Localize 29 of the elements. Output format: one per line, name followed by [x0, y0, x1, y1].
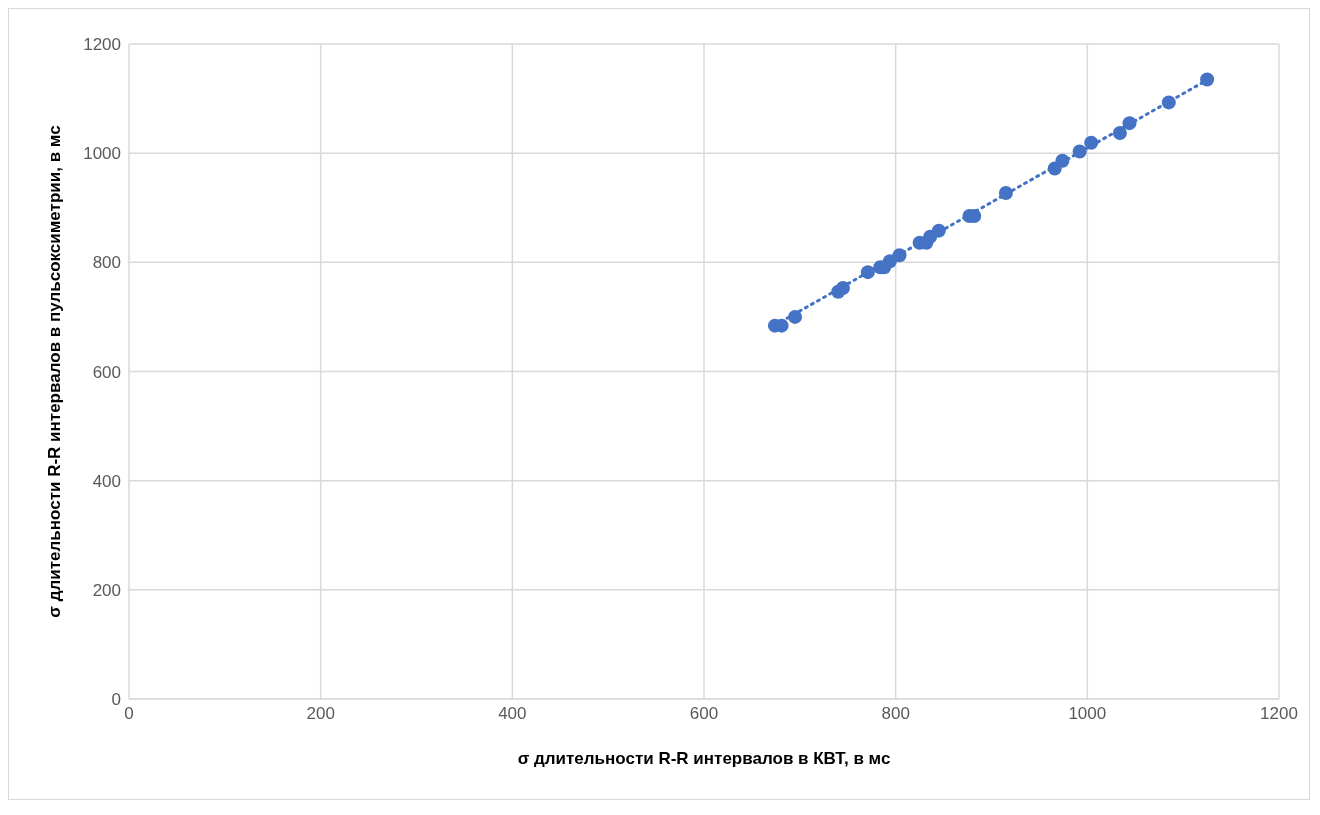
point — [1084, 135, 1099, 150]
y-axis-title: σ длительности R-R интервалов в пульсоксиметрии, в мс — [45, 125, 65, 618]
x-tick-label: 400 — [498, 704, 527, 724]
y-tick-label: 200 — [92, 580, 121, 600]
point — [1161, 95, 1176, 110]
point — [1112, 125, 1127, 140]
point — [1200, 72, 1215, 87]
x-tick-label: 200 — [306, 704, 335, 724]
y-tick-label: 0 — [111, 690, 121, 710]
x-tick-label: 1000 — [1068, 704, 1107, 724]
y-tick-label: 800 — [92, 253, 121, 273]
point — [860, 265, 875, 280]
y-tick-label: 1000 — [83, 144, 121, 164]
x-tick-label: 600 — [689, 704, 719, 724]
x-tick-label: 0 — [124, 704, 134, 724]
point — [998, 186, 1013, 201]
x-tick-label: 800 — [881, 704, 910, 724]
point — [892, 248, 907, 263]
point — [835, 280, 850, 295]
y-tick-label: 600 — [92, 362, 121, 382]
y-tick-label: 1200 — [83, 35, 121, 55]
y-tick-label: 400 — [92, 471, 121, 491]
point — [931, 223, 946, 238]
x-tick-label: 1200 — [1260, 704, 1298, 724]
point — [1072, 144, 1087, 159]
point — [1055, 153, 1070, 168]
x-axis-title: σ длительности R-R интервалов в КВТ, в мс — [517, 749, 891, 768]
point — [788, 309, 803, 324]
point — [1122, 116, 1137, 131]
